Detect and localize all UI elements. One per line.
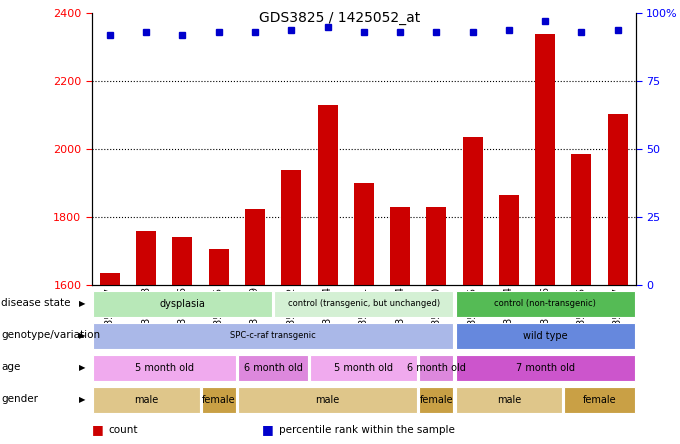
Bar [420, 355, 454, 381]
Text: male: male [497, 395, 521, 404]
Text: 7 month old: 7 month old [515, 363, 575, 373]
Text: disease state: disease state [1, 298, 71, 308]
Bar [456, 355, 634, 381]
Text: wild type: wild type [523, 331, 567, 341]
Text: female: female [583, 395, 616, 404]
Text: 5 month old: 5 month old [335, 363, 393, 373]
Bar [173, 238, 192, 285]
Bar [426, 207, 446, 285]
Bar [209, 250, 228, 285]
Text: count: count [109, 425, 138, 435]
Bar [499, 195, 519, 285]
Text: female: female [420, 395, 453, 404]
Bar [535, 34, 555, 285]
Text: SPC-c-raf transgenic: SPC-c-raf transgenic [231, 331, 316, 340]
Bar [390, 207, 410, 285]
Text: ▶: ▶ [78, 299, 85, 308]
Text: percentile rank within the sample: percentile rank within the sample [279, 425, 455, 435]
Bar [136, 231, 156, 285]
Text: gender: gender [1, 394, 38, 404]
Bar [282, 170, 301, 285]
Bar [202, 387, 236, 412]
Text: ▶: ▶ [78, 363, 85, 372]
Bar [100, 273, 120, 285]
Text: age: age [1, 362, 20, 372]
Text: GDS3825 / 1425052_at: GDS3825 / 1425052_at [259, 11, 421, 25]
Bar [354, 183, 374, 285]
Text: ■: ■ [262, 423, 273, 436]
Bar [93, 387, 199, 412]
Text: male: male [134, 395, 158, 404]
Bar [274, 291, 454, 317]
Bar [245, 209, 265, 285]
Text: genotype/variation: genotype/variation [1, 330, 101, 340]
Bar [93, 323, 454, 349]
Bar [564, 387, 634, 412]
Bar [456, 387, 562, 412]
Text: ▶: ▶ [78, 395, 85, 404]
Bar [571, 154, 592, 285]
Bar [238, 387, 417, 412]
Bar [608, 114, 628, 285]
Bar [420, 387, 454, 412]
Bar [93, 355, 236, 381]
Bar [93, 291, 272, 317]
Bar [318, 105, 337, 285]
Bar [456, 291, 634, 317]
Text: control (transgenic, but unchanged): control (transgenic, but unchanged) [288, 299, 440, 308]
Text: control (non-transgenic): control (non-transgenic) [494, 299, 596, 308]
Text: 5 month old: 5 month old [135, 363, 194, 373]
Bar [238, 355, 308, 381]
Bar [311, 355, 417, 381]
Text: female: female [202, 395, 235, 404]
Text: 6 month old: 6 month old [407, 363, 466, 373]
Text: 6 month old: 6 month old [243, 363, 303, 373]
Text: ▶: ▶ [78, 331, 85, 340]
Text: ■: ■ [92, 423, 103, 436]
Bar [462, 137, 483, 285]
Text: male: male [316, 395, 339, 404]
Bar [456, 323, 634, 349]
Text: dysplasia: dysplasia [160, 299, 205, 309]
